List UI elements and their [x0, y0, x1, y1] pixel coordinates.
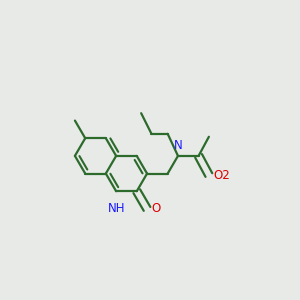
Text: NH: NH [107, 202, 125, 215]
Text: O: O [152, 202, 161, 215]
Text: O2: O2 [213, 169, 230, 182]
Text: N: N [174, 140, 182, 152]
